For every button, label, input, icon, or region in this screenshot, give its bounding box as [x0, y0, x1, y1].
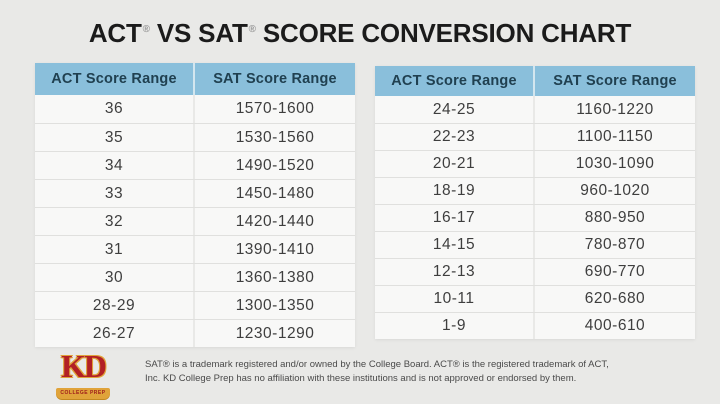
table-header-row: ACT Score Range SAT Score Range [35, 63, 355, 95]
sat-score-cell: 620-680 [584, 290, 646, 307]
table-row: 33 1450-1480 [35, 179, 355, 207]
act-score-cell: 1-9 [375, 313, 535, 339]
sat-score-cell: 1160-1220 [576, 100, 654, 118]
sat-score-cell: 400-610 [584, 317, 646, 334]
kd-logo-letters: KD [61, 348, 107, 384]
table-row: 18-19 960-1020 [375, 177, 695, 204]
table-row: 16-17 880-950 [375, 204, 695, 231]
registered-trademark-icon: ® [142, 24, 150, 35]
sat-score-cell: 880-950 [584, 209, 646, 226]
sat-score-cell: 1230-1290 [235, 324, 315, 342]
sat-score-cell: 1030-1090 [575, 155, 655, 172]
sat-score-cell: 1530-1560 [235, 128, 315, 146]
act-score-cell: 10-11 [375, 286, 535, 312]
sat-score-cell: 1300-1350 [235, 296, 315, 314]
table-row: 10-11 620-680 [375, 285, 695, 312]
table-row: 35 1530-1560 [35, 123, 355, 151]
act-score-cell: 24-25 [375, 96, 535, 123]
registered-trademark-icon: ® [248, 24, 256, 35]
table-row: 14-15 780-870 [375, 231, 695, 258]
act-score-cell: 14-15 [375, 232, 535, 258]
act-score-cell: 16-17 [375, 205, 535, 231]
table-row: 36 1570-1600 [35, 95, 355, 123]
disclaimer-line-2: Inc. KD College Prep has no affiliation … [145, 373, 577, 384]
sat-score-cell: 780-870 [584, 236, 646, 253]
act-score-cell: 22-23 [375, 124, 535, 150]
sat-score-cell: 1570-1600 [235, 100, 315, 117]
table-row: 34 1490-1520 [35, 151, 355, 179]
title-vs-sat: VS SAT [156, 18, 248, 48]
sat-score-cell: 1450-1480 [235, 184, 315, 202]
act-score-cell: 18-19 [375, 178, 535, 204]
act-score-cell: 33 [35, 180, 195, 207]
trademark-disclaimer: SAT® is a trademark registered and/or ow… [145, 358, 655, 386]
disclaimer-line-1: SAT® is a trademark registered and/or ow… [145, 359, 609, 370]
sat-score-cell: 1420-1440 [235, 212, 315, 230]
sat-score-cell: 1360-1380 [235, 268, 315, 286]
sat-score-cell: 1390-1410 [235, 240, 315, 258]
table-row: 20-21 1030-1090 [375, 150, 695, 177]
kd-college-prep-logo: KD COLLEGE PREP [54, 348, 112, 399]
act-score-cell: 28-29 [35, 292, 195, 319]
act-score-cell: 31 [35, 236, 195, 263]
table-row: 26-27 1230-1290 [35, 319, 355, 347]
column-header-act: ACT Score Range [35, 63, 195, 95]
act-score-cell: 35 [35, 124, 195, 151]
table-row: 31 1390-1410 [35, 235, 355, 263]
column-header-sat: SAT Score Range [213, 71, 337, 87]
act-score-cell: 26-27 [35, 320, 195, 347]
conversion-table-lower: ACT Score Range SAT Score Range 24-25 11… [375, 66, 695, 339]
table-row: 1-9 400-610 [375, 312, 695, 339]
sat-score-cell: 1100-1150 [576, 128, 654, 145]
act-score-cell: 12-13 [375, 259, 535, 285]
kd-logo-banner: COLLEGE PREP [56, 388, 110, 399]
column-header-act: ACT Score Range [375, 66, 535, 96]
act-score-cell: 32 [35, 208, 195, 235]
table-row: 30 1360-1380 [35, 263, 355, 291]
act-score-cell: 34 [35, 152, 195, 179]
table-header-row: ACT Score Range SAT Score Range [375, 66, 695, 96]
sat-score-cell: 690-770 [584, 263, 646, 280]
table-row: 22-23 1100-1150 [375, 123, 695, 150]
title-tail: SCORE CONVERSION CHART [262, 18, 632, 48]
table-row: 28-29 1300-1350 [35, 291, 355, 319]
title-act: ACT [88, 18, 142, 48]
page-title: ACT® VS SAT® SCORE CONVERSION CHART [0, 18, 720, 49]
sat-score-cell: 1490-1520 [235, 156, 315, 174]
conversion-table-upper: ACT Score Range SAT Score Range 36 1570-… [35, 63, 355, 347]
column-header-sat: SAT Score Range [553, 73, 677, 89]
table-row: 32 1420-1440 [35, 207, 355, 235]
act-score-cell: 20-21 [375, 151, 535, 177]
act-score-cell: 36 [35, 95, 195, 123]
sat-score-cell: 960-1020 [580, 182, 650, 199]
table-row: 24-25 1160-1220 [375, 96, 695, 123]
act-score-cell: 30 [35, 264, 195, 291]
table-row: 12-13 690-770 [375, 258, 695, 285]
